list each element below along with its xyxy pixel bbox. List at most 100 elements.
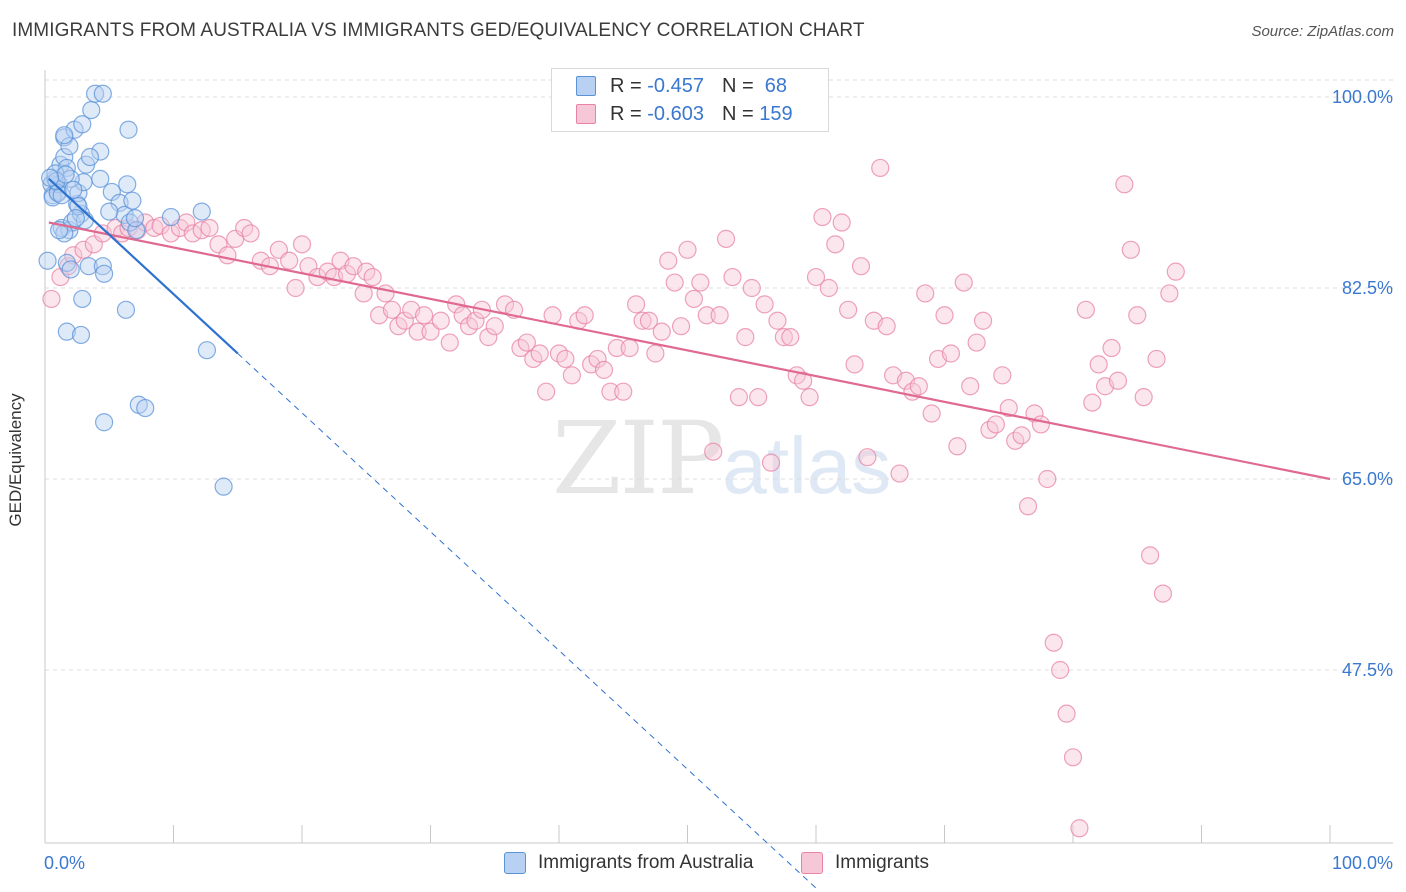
immigrants-point (1134, 388, 1153, 407)
legend-r-value-immigrants: -0.603 (647, 102, 704, 125)
immigrants-point (1018, 497, 1038, 516)
australia-point (80, 147, 100, 167)
immigrants-point (633, 311, 652, 330)
immigrants-point (999, 398, 1018, 418)
immigrants-point (414, 306, 434, 325)
immigrants-point (691, 273, 710, 292)
australia-point (95, 413, 114, 432)
immigrants-point (376, 284, 395, 303)
immigrants-point (794, 371, 813, 390)
australia-point (57, 322, 76, 341)
immigrants-point (1044, 633, 1063, 652)
immigrants-point (1108, 371, 1128, 390)
australia-point (79, 257, 98, 276)
immigrants-point (800, 388, 819, 407)
australia-point (95, 264, 114, 283)
australia-point (192, 202, 211, 221)
immigrants-point (890, 464, 909, 483)
legend-n-value-australia: 68 (764, 74, 788, 97)
immigrants-point (485, 317, 504, 336)
immigrants-point (42, 289, 61, 309)
immigrants-point (395, 311, 414, 330)
immigrants-point (1121, 240, 1140, 259)
immigrants-trendline (48, 221, 1331, 481)
watermark-zip: ZIP (552, 400, 724, 517)
bottom-legend-swatch-immigrants (801, 852, 823, 874)
immigrants-point (736, 328, 755, 347)
immigrants-point (479, 328, 498, 347)
australia-point (119, 120, 138, 139)
immigrants-point (280, 251, 299, 270)
immigrants-point (1140, 546, 1160, 565)
immigrants-point (659, 251, 678, 270)
source-label: Source: ZipAtlas.com (1251, 23, 1394, 40)
legend-row-australia: R = -0.457 N = 68 (576, 73, 787, 99)
immigrants-point (973, 311, 993, 330)
bottom-legend-label-immigrants: Immigrants (835, 852, 929, 873)
australia-point (123, 191, 142, 210)
australia-point (116, 300, 136, 319)
immigrants-point (819, 278, 838, 298)
legend-swatch-immigrants (576, 104, 596, 124)
correlation-legend: R = -0.457 N = 68 R = -0.603 N = 159 (551, 68, 829, 132)
immigrants-point (909, 377, 928, 396)
immigrants-point (517, 333, 536, 352)
immigrants-point (1076, 300, 1095, 319)
immigrants-point (161, 224, 181, 243)
immigrants-point (626, 295, 646, 314)
immigrants-point (723, 267, 742, 287)
australia-point (66, 209, 85, 228)
immigrants-point (382, 300, 402, 319)
immigrants-point (710, 306, 729, 325)
immigrants-point (601, 382, 620, 401)
immigrants-point (742, 278, 761, 298)
immigrants-point (948, 437, 967, 456)
australia-point (125, 209, 145, 228)
immigrants-point (1025, 404, 1044, 423)
legend-r-label: R = (610, 102, 642, 125)
immigrants-point (665, 273, 684, 292)
immigrants-point (993, 366, 1012, 385)
australia-point (60, 137, 79, 156)
australia-point (93, 84, 112, 103)
immigrants-point (588, 349, 607, 369)
immigrants-point (1070, 819, 1089, 838)
bottom-legend-australia[interactable]: Immigrants from Australia (504, 852, 753, 874)
immigrants-point (466, 311, 485, 330)
immigrants-point (1102, 338, 1121, 358)
immigrants-point (954, 273, 973, 292)
australia-point (61, 260, 80, 279)
bottom-legend-immigrants[interactable]: Immigrants (801, 852, 929, 874)
australia-point (73, 115, 92, 134)
immigrants-point (986, 415, 1006, 434)
immigrants-point (858, 448, 877, 467)
bottom-legend-label-australia: Immigrants from Australia (538, 852, 754, 873)
australia-point (82, 100, 101, 120)
immigrants-point (530, 344, 549, 363)
immigrants-point (761, 453, 781, 472)
immigrants-point (877, 317, 896, 336)
australia-point (161, 207, 181, 227)
immigrants-point (1128, 306, 1147, 325)
immigrants-point (1051, 660, 1070, 680)
australia-point (73, 289, 92, 309)
immigrants-point (292, 235, 312, 254)
immigrants-point (594, 360, 614, 379)
immigrants-point (832, 213, 851, 232)
y-tick-label: 47.5% (1342, 660, 1393, 680)
immigrants-point (749, 388, 768, 407)
australia-point (52, 186, 71, 205)
immigrants-point (286, 278, 305, 298)
immigrants-point (537, 382, 556, 401)
australia-point (93, 257, 112, 276)
watermark: ZIPatlas (552, 400, 891, 517)
australia-point (136, 398, 155, 418)
x-tick-label-start: 0.0% (44, 853, 85, 873)
legend-n-label: N = (721, 74, 754, 97)
australia-trendline-extension (237, 353, 817, 889)
legend-n-value-immigrants: 159 (759, 102, 793, 125)
immigrants-point (768, 311, 787, 330)
australia-point (55, 126, 74, 145)
bottom-legend-swatch-australia (504, 852, 526, 874)
immigrants-point (1063, 748, 1083, 767)
